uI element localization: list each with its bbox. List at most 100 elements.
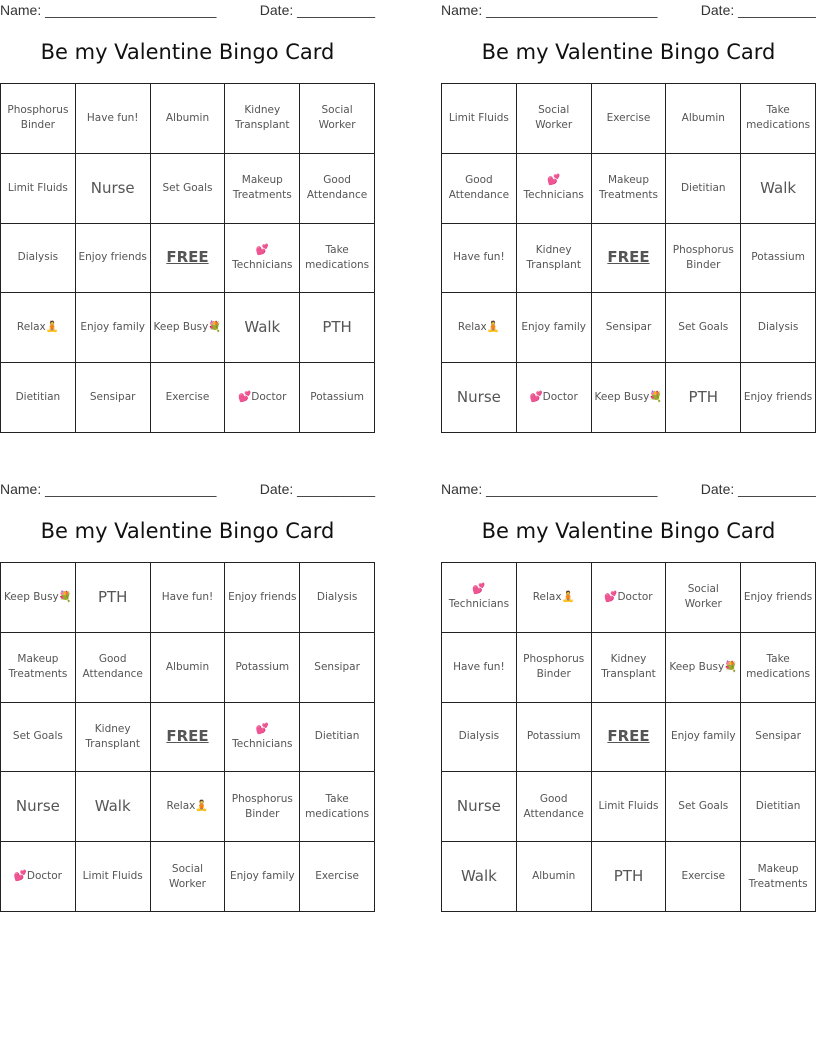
- bingo-cell: Relax🧘: [150, 772, 226, 843]
- bingo-cell: Sensipar: [75, 363, 151, 433]
- bingo-cell: Sensipar: [300, 632, 375, 703]
- bingo-cell: Potassium: [225, 632, 301, 703]
- bingo-cell: Makeup Treatments: [591, 153, 667, 224]
- bingo-cell: FREE: [591, 702, 667, 773]
- bingo-cell: Nurse: [442, 363, 517, 433]
- bingo-grid: 💕 Technicians Relax🧘 💕Doctor Social Worker E…: [441, 562, 816, 912]
- bingo-cell: Dietitian: [1, 363, 76, 433]
- bingo-cell: Nurse: [75, 153, 151, 224]
- bingo-cell: Kidney Transplant: [516, 223, 592, 294]
- bingo-cell: Good Attendance: [75, 632, 151, 703]
- card-title: Be my Valentine Bingo Card: [481, 519, 776, 543]
- bingo-cell: PTH: [591, 842, 667, 912]
- bingo-cell: Keep Busy💐: [666, 632, 742, 703]
- bingo-cell: Take medications: [741, 84, 816, 154]
- bingo-cell: Limit Fluids: [75, 842, 151, 912]
- bingo-grid: Limit Fluids Social Worker Exercise Albumin…: [441, 83, 816, 433]
- bingo-cell: Albumin: [150, 84, 226, 154]
- bingo-cell: Good Attendance: [516, 772, 592, 843]
- card-title: Be my Valentine Bingo Card: [481, 40, 776, 64]
- bingo-cell: Albumin: [516, 842, 592, 912]
- bingo-cell: 💕 Technicians: [516, 153, 592, 224]
- card-title: Be my Valentine Bingo Card: [40, 40, 335, 64]
- bingo-cell: Keep Busy💐: [1, 563, 76, 633]
- bingo-cell: Set Goals: [1, 702, 76, 773]
- bingo-cell: Potassium: [300, 363, 375, 433]
- bingo-cell: PTH: [300, 293, 375, 364]
- bingo-cell: Limit Fluids: [1, 153, 76, 224]
- bingo-cell: Enjoy friends: [75, 223, 151, 294]
- bingo-cell: Keep Busy💐: [150, 293, 226, 364]
- bingo-cell: Exercise: [150, 363, 226, 433]
- bingo-cell: Enjoy friends: [225, 563, 301, 633]
- bingo-cell: Have fun!: [150, 563, 226, 633]
- bingo-cell: Albumin: [666, 84, 742, 154]
- bingo-cell: Enjoy family: [666, 702, 742, 773]
- bingo-cell: Dialysis: [300, 563, 375, 633]
- bingo-cell: Nurse: [1, 772, 76, 843]
- bingo-cell: Set Goals: [150, 153, 226, 224]
- bingo-cell: Dietitian: [666, 153, 742, 224]
- bingo-cell: 💕Doctor: [1, 842, 76, 912]
- bingo-cell: Relax🧘: [442, 293, 517, 364]
- bingo-cell: Makeup Treatments: [741, 842, 816, 912]
- bingo-cell: Exercise: [666, 842, 742, 912]
- bingo-cell: Relax🧘: [516, 563, 592, 633]
- bingo-cell: Dialysis: [442, 702, 517, 773]
- bingo-cell: Keep Busy💐: [591, 363, 667, 433]
- bingo-cell: Social Worker: [516, 84, 592, 154]
- name-field: Name: ______________________: [441, 2, 658, 18]
- bingo-cell: Social Worker: [666, 563, 742, 633]
- bingo-cell: Social Worker: [300, 84, 375, 154]
- date-field: Date: __________: [700, 481, 816, 497]
- bingo-cell: 💕Doctor: [591, 563, 667, 633]
- bingo-cell: Potassium: [516, 702, 592, 773]
- bingo-cell: Exercise: [591, 84, 667, 154]
- bingo-cell: Dietitian: [300, 702, 375, 773]
- bingo-cell: Set Goals: [666, 293, 742, 364]
- bingo-cell: Exercise: [300, 842, 375, 912]
- bingo-cell: Take medications: [741, 632, 816, 703]
- bingo-cell: Nurse: [442, 772, 517, 843]
- bingo-cell: Dialysis: [741, 293, 816, 364]
- bingo-cell: Potassium: [741, 223, 816, 294]
- bingo-cell: Limit Fluids: [442, 84, 517, 154]
- bingo-grid: Phosphorus Binder Have fun! Albumin Kidney …: [0, 83, 375, 433]
- bingo-cell: Dietitian: [741, 772, 816, 843]
- bingo-cell: Phosphorus Binder: [666, 223, 742, 294]
- bingo-cell: Have fun!: [442, 632, 517, 703]
- bingo-cell: Take medications: [300, 772, 375, 843]
- bingo-cell: Albumin: [150, 632, 226, 703]
- bingo-cell: FREE: [591, 223, 667, 294]
- bingo-cell: 💕 Technicians: [442, 563, 517, 633]
- bingo-grid: Keep Busy💐 PTH Have fun! Enjoy friends Dialy…: [0, 562, 375, 912]
- bingo-cell: Enjoy friends: [741, 563, 816, 633]
- bingo-cell: PTH: [75, 563, 151, 633]
- bingo-cell: 💕Doctor: [516, 363, 592, 433]
- bingo-cell: Phosphorus Binder: [1, 84, 76, 154]
- bingo-cell: Makeup Treatments: [1, 632, 76, 703]
- bingo-cell: Kidney Transplant: [225, 84, 301, 154]
- bingo-cell: Dialysis: [1, 223, 76, 294]
- bingo-cell: Relax🧘: [1, 293, 76, 364]
- name-field: Name: ______________________: [0, 2, 217, 18]
- bingo-cell: Enjoy friends: [741, 363, 816, 433]
- bingo-cell: FREE: [150, 702, 226, 773]
- bingo-cell: Kidney Transplant: [591, 632, 667, 703]
- bingo-cell: Makeup Treatments: [225, 153, 301, 224]
- bingo-cell: Good Attendance: [442, 153, 517, 224]
- bingo-card: Name: ______________________ Date: ______…: [441, 0, 816, 433]
- bingo-cell: Have fun!: [442, 223, 517, 294]
- bingo-cell: Kidney Transplant: [75, 702, 151, 773]
- card-title: Be my Valentine Bingo Card: [40, 519, 335, 543]
- bingo-cell: Limit Fluids: [591, 772, 667, 843]
- bingo-card: Name: ______________________ Date: ______…: [0, 479, 375, 912]
- date-field: Date: __________: [259, 481, 375, 497]
- bingo-cell: Enjoy family: [75, 293, 151, 364]
- bingo-cell: FREE: [150, 223, 226, 294]
- bingo-cell: 💕 Technicians: [225, 702, 301, 773]
- bingo-cell: Walk: [442, 842, 517, 912]
- name-field: Name: ______________________: [441, 481, 658, 497]
- bingo-cell: Walk: [225, 293, 301, 364]
